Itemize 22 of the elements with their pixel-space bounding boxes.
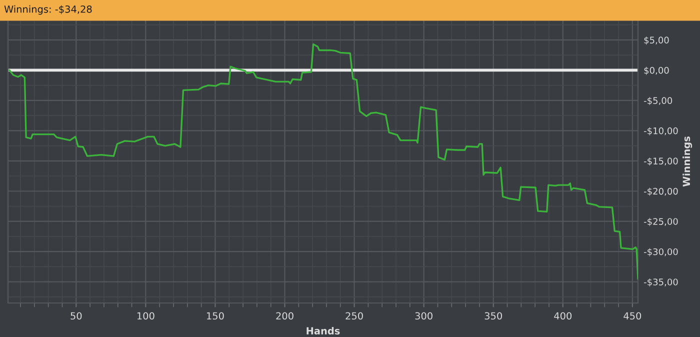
line-series <box>8 43 638 280</box>
y-tick-label: -$10,00 <box>644 127 678 136</box>
x-tick-label: 200 <box>276 312 294 320</box>
y-tick-label: -$5,00 <box>644 96 672 106</box>
y-tick-label: -$35,00 <box>644 278 678 287</box>
y-tick-label: $5,00 <box>644 36 669 45</box>
x-tick-label: 450 <box>624 312 642 320</box>
x-tick-label: 50 <box>70 312 82 320</box>
y-tick-label: -$25,00 <box>644 218 678 226</box>
x-axis-title: Hands <box>306 326 340 335</box>
chart-title: Winnings: -$34,28 <box>4 5 92 15</box>
y-tick-label: -$30,00 <box>644 248 678 256</box>
y-tick-label: $0,00 <box>644 66 669 75</box>
y-tick-label: -$20,00 <box>644 188 678 196</box>
x-tick-label: 150 <box>207 312 224 320</box>
x-tick-label: 350 <box>484 312 502 320</box>
y-axis-title: Winnings <box>682 136 692 187</box>
x-tick-label: 400 <box>554 312 572 320</box>
x-tick-label: 250 <box>346 312 363 320</box>
x-tick-label: 300 <box>415 312 432 320</box>
x-tick-label: 100 <box>137 312 154 320</box>
y-tick-label: -$15,00 <box>644 157 678 166</box>
